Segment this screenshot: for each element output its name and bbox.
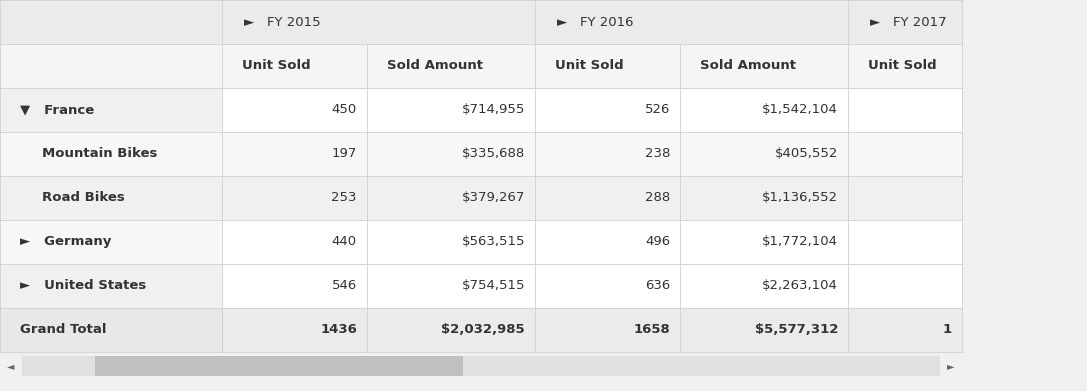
Bar xyxy=(222,220,367,264)
Text: $2,263,104: $2,263,104 xyxy=(762,280,838,292)
Bar xyxy=(0,176,222,220)
Bar xyxy=(848,264,962,308)
Bar xyxy=(848,176,962,220)
Bar xyxy=(0,44,222,88)
Text: $2,032,985: $2,032,985 xyxy=(441,323,525,337)
Bar xyxy=(680,264,848,308)
Bar xyxy=(535,44,680,88)
Bar xyxy=(535,132,680,176)
Text: 546: 546 xyxy=(332,280,357,292)
Text: ◄: ◄ xyxy=(8,361,15,371)
Text: $1,136,552: $1,136,552 xyxy=(762,192,838,204)
Text: Unit Sold: Unit Sold xyxy=(555,59,624,72)
Bar xyxy=(222,88,367,132)
Bar xyxy=(222,44,367,88)
Text: ►   FY 2016: ► FY 2016 xyxy=(557,16,634,29)
Text: 1: 1 xyxy=(942,323,952,337)
Text: ►   United States: ► United States xyxy=(20,280,147,292)
Text: $714,955: $714,955 xyxy=(462,104,525,117)
Bar xyxy=(680,220,848,264)
Text: Sold Amount: Sold Amount xyxy=(700,59,796,72)
Bar xyxy=(222,264,367,308)
Bar xyxy=(0,0,222,44)
Bar xyxy=(367,88,535,132)
Bar xyxy=(367,132,535,176)
Text: 1658: 1658 xyxy=(634,323,670,337)
Text: ▼   France: ▼ France xyxy=(20,104,95,117)
Bar xyxy=(848,220,962,264)
Text: $5,577,312: $5,577,312 xyxy=(754,323,838,337)
Bar xyxy=(22,356,940,376)
Bar xyxy=(680,44,848,88)
Text: 496: 496 xyxy=(645,235,670,249)
Bar xyxy=(535,308,680,352)
Bar xyxy=(680,176,848,220)
Text: 1436: 1436 xyxy=(321,323,357,337)
Text: $754,515: $754,515 xyxy=(462,280,525,292)
Text: $335,688: $335,688 xyxy=(462,147,525,160)
Text: ►   FY 2017: ► FY 2017 xyxy=(870,16,947,29)
Bar xyxy=(848,132,962,176)
Bar xyxy=(680,88,848,132)
Bar xyxy=(222,176,367,220)
Text: 238: 238 xyxy=(645,147,670,160)
Bar xyxy=(367,264,535,308)
Bar xyxy=(680,132,848,176)
Bar xyxy=(96,356,463,376)
Text: 253: 253 xyxy=(332,192,357,204)
Text: $379,267: $379,267 xyxy=(462,192,525,204)
Bar xyxy=(0,308,222,352)
Text: 526: 526 xyxy=(645,104,670,117)
Bar xyxy=(367,176,535,220)
Bar xyxy=(535,0,848,44)
Bar xyxy=(535,264,680,308)
Bar xyxy=(367,220,535,264)
Bar xyxy=(848,0,962,44)
Bar xyxy=(848,308,962,352)
Text: $1,772,104: $1,772,104 xyxy=(762,235,838,249)
Bar xyxy=(0,88,222,132)
Bar xyxy=(680,308,848,352)
Bar xyxy=(535,176,680,220)
Text: Road Bikes: Road Bikes xyxy=(42,192,125,204)
Text: Unit Sold: Unit Sold xyxy=(869,59,937,72)
Bar xyxy=(222,132,367,176)
Text: 450: 450 xyxy=(332,104,357,117)
Bar xyxy=(848,44,962,88)
Bar xyxy=(0,352,22,380)
Bar xyxy=(940,352,962,380)
Bar xyxy=(222,308,367,352)
Text: $563,515: $563,515 xyxy=(462,235,525,249)
Bar xyxy=(0,264,222,308)
Bar xyxy=(0,352,962,380)
Text: Mountain Bikes: Mountain Bikes xyxy=(42,147,158,160)
Text: Sold Amount: Sold Amount xyxy=(387,59,483,72)
Bar xyxy=(535,220,680,264)
Text: 440: 440 xyxy=(332,235,357,249)
Text: 288: 288 xyxy=(645,192,670,204)
Text: 636: 636 xyxy=(645,280,670,292)
Text: ►   Germany: ► Germany xyxy=(20,235,111,249)
Text: Unit Sold: Unit Sold xyxy=(242,59,311,72)
Bar xyxy=(222,0,535,44)
Text: ►: ► xyxy=(947,361,954,371)
Bar xyxy=(848,88,962,132)
Bar xyxy=(367,308,535,352)
Text: Grand Total: Grand Total xyxy=(20,323,107,337)
Text: 197: 197 xyxy=(332,147,357,160)
Text: ►   FY 2015: ► FY 2015 xyxy=(243,16,321,29)
Bar xyxy=(0,132,222,176)
Text: $405,552: $405,552 xyxy=(775,147,838,160)
Bar xyxy=(367,44,535,88)
Text: $1,542,104: $1,542,104 xyxy=(762,104,838,117)
Bar xyxy=(0,220,222,264)
Bar xyxy=(535,88,680,132)
